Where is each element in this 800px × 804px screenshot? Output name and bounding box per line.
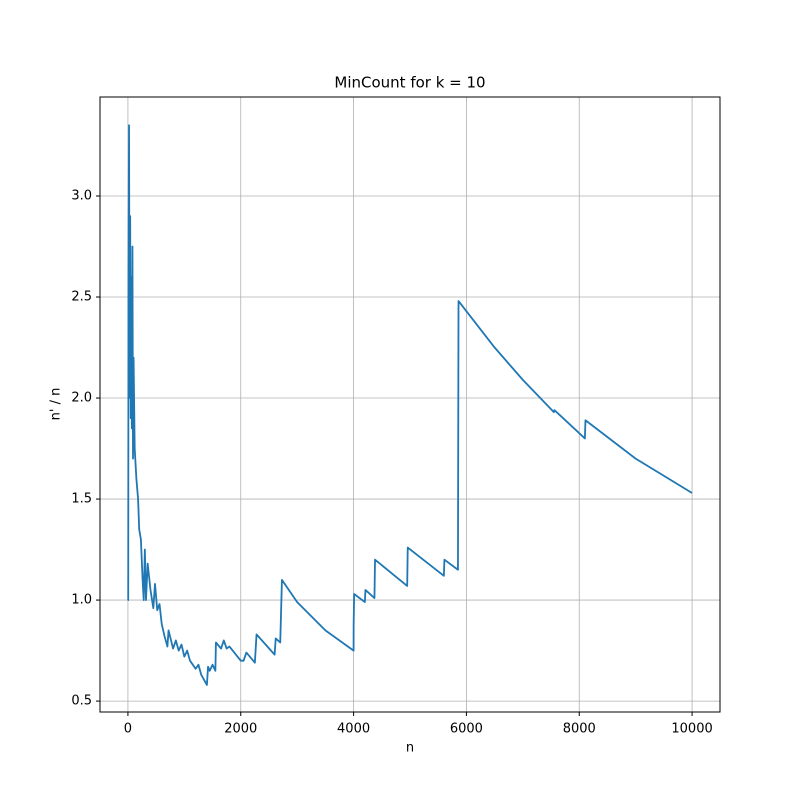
- x-axis-label: n: [406, 741, 414, 756]
- x-tick-label: 10000: [671, 722, 712, 737]
- y-axis-label: n' / n: [49, 388, 64, 421]
- x-tick-label: 4000: [337, 722, 370, 737]
- chart-title: MinCount for k = 10: [334, 74, 485, 92]
- y-tick-label: 2.5: [71, 290, 92, 305]
- x-tick-label: 2000: [224, 722, 257, 737]
- x-tick-label: 6000: [450, 722, 483, 737]
- data-line: [127, 124, 693, 686]
- x-tick-label: 0: [124, 722, 132, 737]
- y-tick-label: 2.0: [71, 391, 92, 406]
- x-tick-label: 8000: [563, 722, 596, 737]
- y-tick-label: 3.0: [71, 188, 92, 203]
- y-tick-label: 1.0: [71, 593, 92, 608]
- y-tick-label: 0.5: [71, 694, 92, 709]
- y-tick-label: 1.5: [71, 492, 92, 507]
- plot-frame: [99, 96, 721, 713]
